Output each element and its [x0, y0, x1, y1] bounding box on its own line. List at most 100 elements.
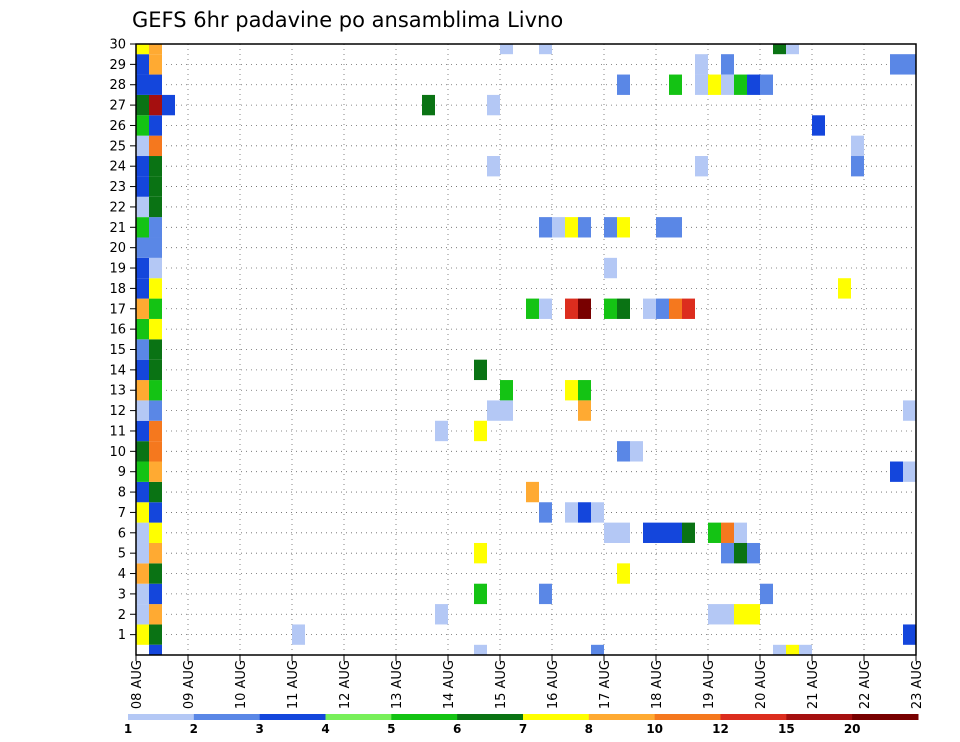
y-tick-label: 29: [109, 58, 126, 73]
precip-cell: [617, 522, 630, 543]
y-tick-label: 24: [109, 160, 126, 175]
x-tick-label: 10 AUG: [234, 660, 249, 709]
x-tick-label: 16 AUG: [546, 660, 561, 709]
colorbar-label: 8: [585, 722, 593, 736]
precip-cell: [500, 380, 513, 401]
precip-cell: [136, 54, 149, 75]
precip-cell: [149, 318, 162, 340]
x-tick-label: 15 AUG: [494, 660, 509, 709]
precip-cell: [578, 217, 591, 238]
x-tick-label: 19 AUG: [702, 660, 717, 709]
precip-cell: [617, 441, 630, 462]
precip-cell: [136, 115, 149, 136]
y-tick-label: 19: [109, 262, 126, 277]
precip-cell: [656, 522, 669, 543]
precip-cell: [851, 135, 864, 157]
x-tick-label: 22 AUG: [858, 660, 873, 709]
colorbar-label: 7: [519, 722, 527, 736]
precip-cell: [149, 441, 162, 462]
precip-cell: [812, 115, 825, 136]
colorbar-segment: [193, 714, 261, 720]
precip-cell: [539, 44, 552, 55]
colorbar-label: 1: [124, 722, 132, 736]
precip-cell: [591, 502, 604, 523]
precip-cell: [747, 74, 760, 95]
precip-cell: [799, 644, 812, 655]
precip-cell: [149, 94, 162, 116]
precip-cell: [669, 217, 682, 238]
y-tick-label: 22: [109, 200, 126, 215]
precip-cell: [721, 604, 734, 625]
precip-cell: [435, 420, 448, 442]
y-tick-label: 8: [118, 486, 126, 501]
colorbar-segment: [325, 714, 392, 720]
precip-cell: [721, 542, 734, 564]
precip-cell: [617, 74, 630, 95]
precip-cell: [435, 604, 448, 625]
precip-cell: [760, 583, 773, 605]
precip-cell: [149, 156, 162, 177]
y-tick-label: 17: [109, 302, 126, 317]
precip-cell: [721, 54, 734, 75]
precip-cell: [136, 237, 149, 258]
colorbar-segment: [720, 714, 787, 720]
precip-cell: [136, 278, 149, 299]
precip-cell: [136, 481, 149, 503]
precip-cell: [708, 74, 721, 95]
precip-cell: [136, 542, 149, 564]
y-tick-label: 15: [109, 343, 126, 358]
precip-cell: [604, 217, 617, 238]
precip-cell: [136, 156, 149, 177]
precip-cell: [695, 54, 708, 75]
precip-cell: [656, 217, 669, 238]
precip-cell: [149, 44, 162, 55]
precip-cell: [526, 298, 539, 319]
precip-cell: [136, 359, 149, 381]
precip-cell: [552, 217, 565, 238]
precip-cell: [136, 44, 149, 55]
precip-cell: [149, 359, 162, 381]
precip-cell: [578, 380, 591, 401]
y-tick-label: 6: [118, 526, 126, 541]
precip-cell: [500, 400, 513, 421]
precip-cell: [617, 563, 630, 584]
precip-cell: [526, 481, 539, 503]
colorbar-segment: [391, 714, 458, 720]
y-tick-label: 18: [109, 282, 126, 297]
precip-cell: [136, 563, 149, 584]
precip-cell: [903, 54, 916, 75]
colorbar-label: 3: [255, 722, 263, 736]
precip-cell: [643, 522, 656, 543]
precip-cell: [617, 298, 630, 319]
precip-cell: [682, 298, 695, 319]
precip-cell: [695, 156, 708, 177]
y-axis-ticks: 1234567891011121314151617181920212223242…: [109, 38, 136, 643]
x-tick-label: 11 AUG: [286, 660, 301, 709]
y-tick-label: 14: [109, 363, 126, 378]
precip-cell: [890, 461, 903, 482]
precip-cell: [149, 522, 162, 543]
precip-cell: [656, 298, 669, 319]
precip-cell: [149, 624, 162, 645]
x-tick-label: 18 AUG: [650, 660, 665, 709]
y-tick-label: 1: [118, 628, 126, 643]
precip-cell: [669, 74, 682, 95]
precip-cell: [539, 217, 552, 238]
precip-cell: [149, 461, 162, 482]
precip-cell: [149, 420, 162, 442]
colorbar-segment: [786, 714, 853, 720]
precip-cell: [149, 196, 162, 218]
x-tick-label: 12 AUG: [338, 660, 353, 709]
precip-cell: [149, 380, 162, 401]
precip-cell: [136, 257, 149, 279]
colorbar-label: 15: [778, 722, 795, 736]
colorbar-segment: [654, 714, 721, 720]
precip-cell: [136, 74, 149, 95]
precip-cell: [474, 583, 487, 605]
precip-cell: [760, 74, 773, 95]
y-tick-label: 7: [118, 506, 126, 521]
y-tick-label: 25: [109, 139, 126, 154]
precip-cell: [604, 257, 617, 279]
y-tick-label: 4: [118, 567, 126, 582]
